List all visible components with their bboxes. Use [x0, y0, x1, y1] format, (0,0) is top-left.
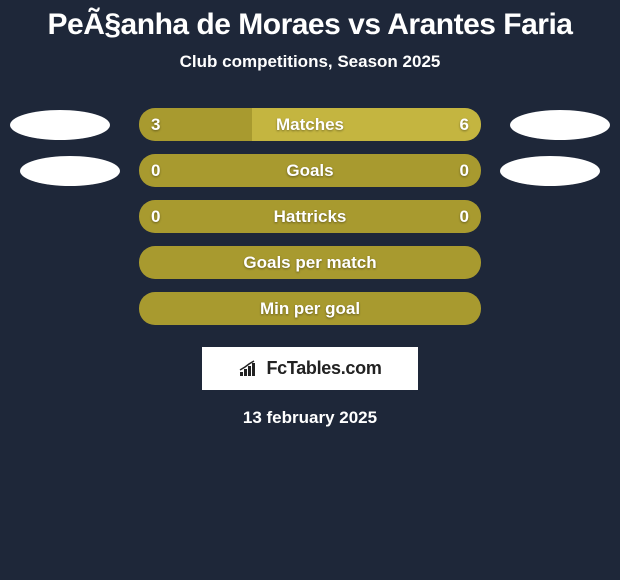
brand-text: FcTables.com — [266, 358, 381, 379]
stat-value-left: 0 — [151, 161, 160, 181]
stat-label: Goals — [286, 161, 333, 181]
stat-row: Goals 0 0 — [0, 154, 620, 187]
stat-label: Matches — [276, 115, 344, 135]
stat-bar: Hattricks 0 0 — [139, 200, 481, 233]
stat-row: Hattricks 0 0 — [0, 200, 620, 233]
date-text: 13 february 2025 — [0, 408, 620, 428]
player-marker-left — [20, 156, 120, 186]
page-title: PeÃ§anha de Moraes vs Arantes Faria — [0, 8, 620, 42]
stat-value-left: 0 — [151, 207, 160, 227]
stat-value-right: 6 — [460, 115, 469, 135]
stat-value-left: 3 — [151, 115, 160, 135]
stat-label: Min per goal — [260, 299, 360, 319]
stat-bar: Goals per match — [139, 246, 481, 279]
subtitle: Club competitions, Season 2025 — [0, 52, 620, 72]
stat-label: Hattricks — [274, 207, 347, 227]
player-marker-right — [510, 110, 610, 140]
stat-bar: Matches 3 6 — [139, 108, 481, 141]
brand-box: FcTables.com — [202, 347, 418, 390]
chart-icon — [238, 360, 260, 378]
stat-label: Goals per match — [243, 253, 376, 273]
stats-area: Matches 3 6 Goals 0 0 Hattricks 0 0 Goals per mat… — [0, 108, 620, 325]
stat-bar: Goals 0 0 — [139, 154, 481, 187]
stat-row: Matches 3 6 — [0, 108, 620, 141]
stat-value-right: 0 — [460, 207, 469, 227]
stat-row: Goals per match — [0, 246, 620, 279]
stat-bar: Min per goal — [139, 292, 481, 325]
stat-row: Min per goal — [0, 292, 620, 325]
stat-value-right: 0 — [460, 161, 469, 181]
player-marker-left — [10, 110, 110, 140]
player-marker-right — [500, 156, 600, 186]
